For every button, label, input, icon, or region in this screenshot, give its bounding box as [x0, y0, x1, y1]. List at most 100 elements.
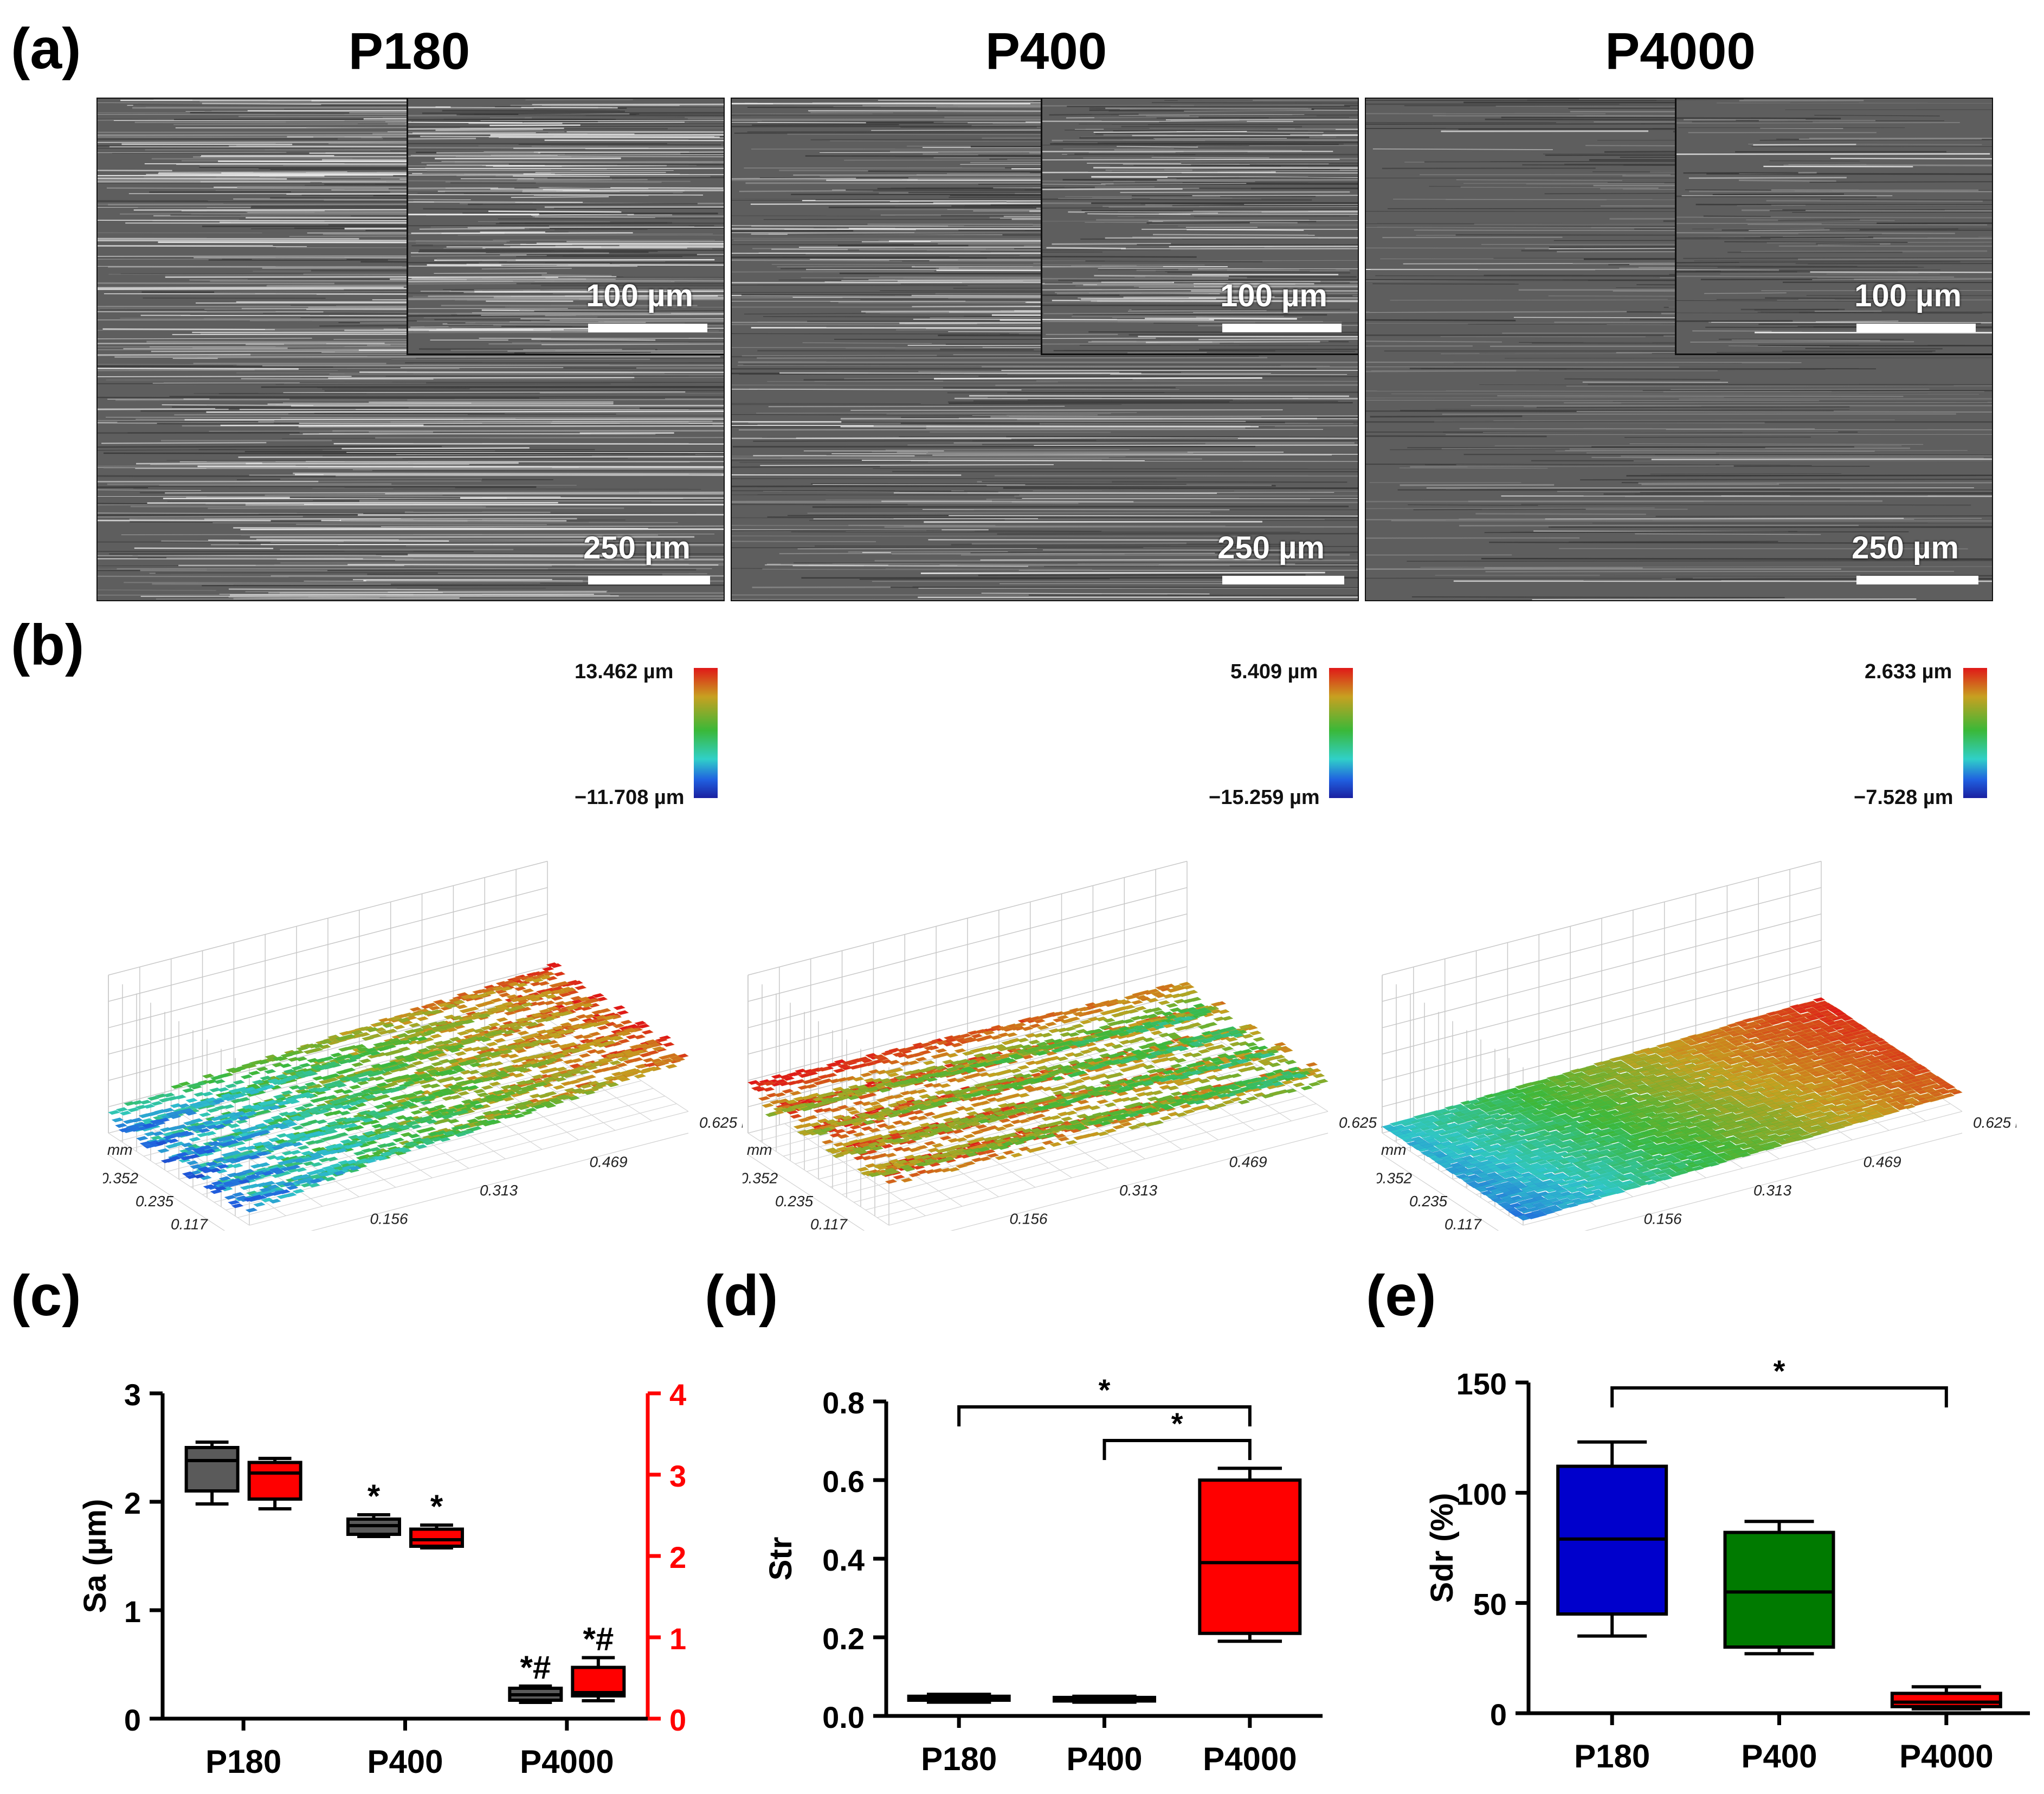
topo-cell — [439, 1059, 451, 1064]
topo-cell — [224, 1195, 237, 1200]
sem-scratch — [130, 505, 486, 508]
topo-cell — [592, 1069, 604, 1074]
topo-cell — [307, 1119, 320, 1124]
sem-scratches — [1677, 99, 1992, 353]
topo-cell — [1232, 1089, 1245, 1094]
sem-scratch — [293, 472, 724, 475]
sem-scratch — [98, 152, 287, 153]
topo-surface — [747, 981, 1329, 1184]
topo-cell — [202, 1120, 215, 1125]
topo-cell — [563, 1028, 576, 1034]
sem-scratch — [1671, 389, 1930, 390]
sem-scratch — [1677, 269, 1940, 271]
topo-cell — [1127, 1096, 1140, 1102]
sem-scratch — [767, 516, 1358, 518]
topo-cell — [332, 1143, 345, 1148]
topo-cell — [974, 1137, 987, 1142]
topo-cell — [368, 1086, 381, 1091]
topo-cell — [351, 1062, 364, 1067]
topo-cell — [1214, 1103, 1227, 1108]
topo-cell — [432, 1091, 444, 1096]
topo-cell — [278, 1189, 291, 1194]
topo-cell — [376, 1082, 389, 1088]
sem-scratch — [124, 582, 540, 584]
topo-cell — [1018, 1118, 1030, 1124]
topo-cell — [1088, 1131, 1101, 1137]
sem-scratch — [215, 408, 724, 409]
sem-scratch — [1564, 378, 1720, 381]
topo-cell — [481, 1051, 494, 1056]
topo-cell — [881, 1143, 894, 1149]
topo-cell — [540, 1101, 553, 1106]
topo-cell — [118, 1127, 131, 1133]
topo-cell — [410, 1110, 423, 1115]
sem-scratch — [1094, 274, 1229, 277]
topo-cell — [354, 1073, 367, 1078]
sem-scratch — [1092, 197, 1233, 198]
sem-scratch — [98, 258, 424, 259]
topo-cell — [170, 1084, 183, 1089]
topo-cell — [273, 1155, 286, 1161]
topo-cell — [233, 1079, 245, 1085]
topo-cell — [412, 1027, 424, 1033]
topo-cell — [591, 1009, 604, 1015]
topo-cell — [955, 1137, 968, 1142]
topo-cell — [567, 980, 580, 985]
sem-scratch — [324, 390, 724, 392]
topo-cell — [146, 1111, 159, 1116]
topo-cell — [300, 1150, 313, 1156]
topo-cell — [263, 1084, 276, 1090]
topo-cell — [569, 1049, 581, 1053]
sem-scratch — [98, 575, 620, 578]
topo-cell — [537, 1094, 550, 1098]
topo-cell — [893, 1174, 905, 1180]
sem-scratch — [1544, 192, 1701, 195]
topo-cell — [304, 1094, 316, 1098]
topo-cell — [512, 1073, 525, 1078]
topo-cell — [938, 1152, 951, 1158]
sem-scratch — [1042, 256, 1197, 258]
sem-scratch — [1456, 179, 1622, 181]
topo-cell — [538, 1008, 551, 1014]
topo-cell — [499, 1024, 512, 1029]
topo-cell — [532, 1104, 545, 1109]
topo-cell — [292, 1188, 305, 1194]
topo-cell — [449, 1095, 462, 1100]
topo-cell — [558, 1072, 571, 1078]
sem-scratch — [1580, 478, 1992, 481]
column-title-p180: P180 — [348, 22, 470, 80]
topo-cell — [1044, 1133, 1056, 1139]
topo-cell — [447, 1118, 460, 1124]
topo-cell — [287, 1075, 299, 1081]
topo-cell — [166, 1139, 179, 1143]
sem-scratch — [1105, 107, 1312, 110]
topo-cell — [265, 1054, 277, 1059]
sem-scratch — [1532, 598, 1917, 600]
topo-cell — [462, 1019, 475, 1024]
topo-cell — [489, 1051, 502, 1056]
sem-scratch — [792, 565, 1028, 567]
sem-scratch — [98, 475, 336, 478]
topo-cell — [244, 1086, 256, 1092]
topo-cell — [424, 1095, 437, 1100]
sem-scratch — [1151, 157, 1269, 158]
topo-cell — [468, 1036, 481, 1041]
topo-cell — [219, 1142, 231, 1147]
topo-cell — [278, 1124, 290, 1130]
topo-cell — [374, 1070, 386, 1075]
topo-cell — [218, 1176, 231, 1181]
topo-cell — [978, 1127, 991, 1133]
topo-cell — [1260, 1079, 1273, 1085]
topo-cell — [486, 1119, 498, 1124]
topo-cell — [553, 1053, 566, 1059]
sem-texture — [1042, 99, 1358, 353]
topo-cell — [280, 1063, 292, 1068]
topo-cell — [409, 1007, 422, 1012]
topo-cell — [1057, 1136, 1070, 1142]
topo-cell — [304, 1043, 317, 1049]
sem-scratch — [1049, 113, 1139, 116]
topo-cell — [1018, 1146, 1031, 1152]
topo-cell — [427, 1069, 439, 1075]
sem-scratch — [289, 497, 461, 499]
sem-scratch — [375, 436, 724, 439]
